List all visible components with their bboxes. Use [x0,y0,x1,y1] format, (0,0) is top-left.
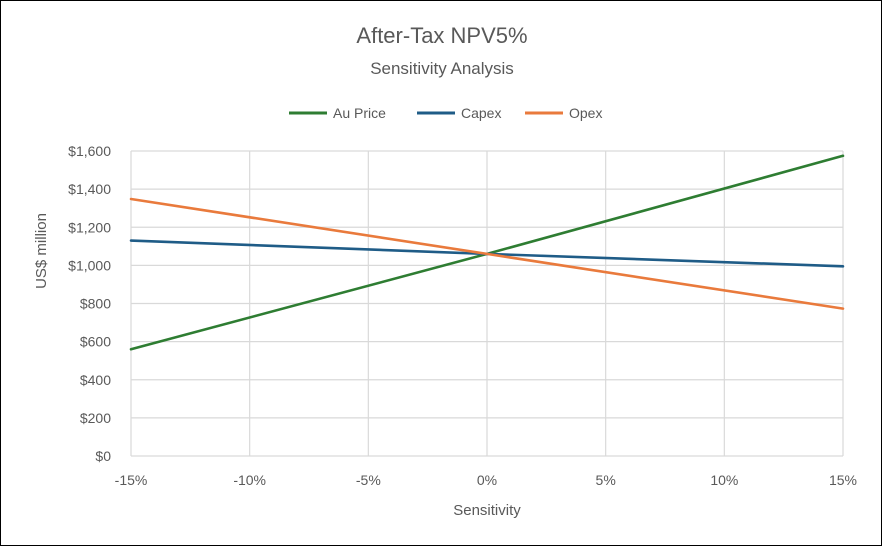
legend: Au Price Capex Opex [289,105,602,121]
x-tick-label: 10% [710,472,738,488]
x-tick-label: 15% [829,472,857,488]
x-tick-label: -5% [356,472,381,488]
x-tick-label: -10% [233,472,266,488]
x-tick-label: 5% [596,472,616,488]
y-tick-label: $1,600 [68,143,111,159]
series-lines [129,154,845,351]
y-tick-label: $1,000 [68,257,111,273]
x-axis-ticks: -15% -10% -5% 0% 5% 10% 15% [115,472,857,488]
y-tick-label: $600 [80,334,111,350]
chart-subtitle: Sensitivity Analysis [370,59,514,78]
y-tick-label: $400 [80,372,111,388]
legend-label-capex: Capex [461,105,501,121]
y-tick-label: $1,400 [68,181,111,197]
x-tick-label: 0% [477,472,497,488]
legend-label-au-price: Au Price [333,105,386,121]
y-axis-title: US$ million [33,213,50,289]
chart-title: After-Tax NPV5% [356,23,527,48]
x-axis-title: Sensitivity [453,502,521,519]
y-axis-ticks: $0 $200 $400 $600 $800 $1,000 $1,200 $1,400 $1,6… [68,143,111,464]
x-tick-label: -15% [115,472,148,488]
gridlines [130,150,844,457]
y-tick-label: $0 [95,448,111,464]
legend-label-opex: Opex [569,105,602,121]
y-tick-label: $1,200 [68,219,111,235]
y-tick-label: $800 [80,296,111,312]
y-tick-label: $200 [80,410,111,426]
series-line-opex [129,197,845,310]
